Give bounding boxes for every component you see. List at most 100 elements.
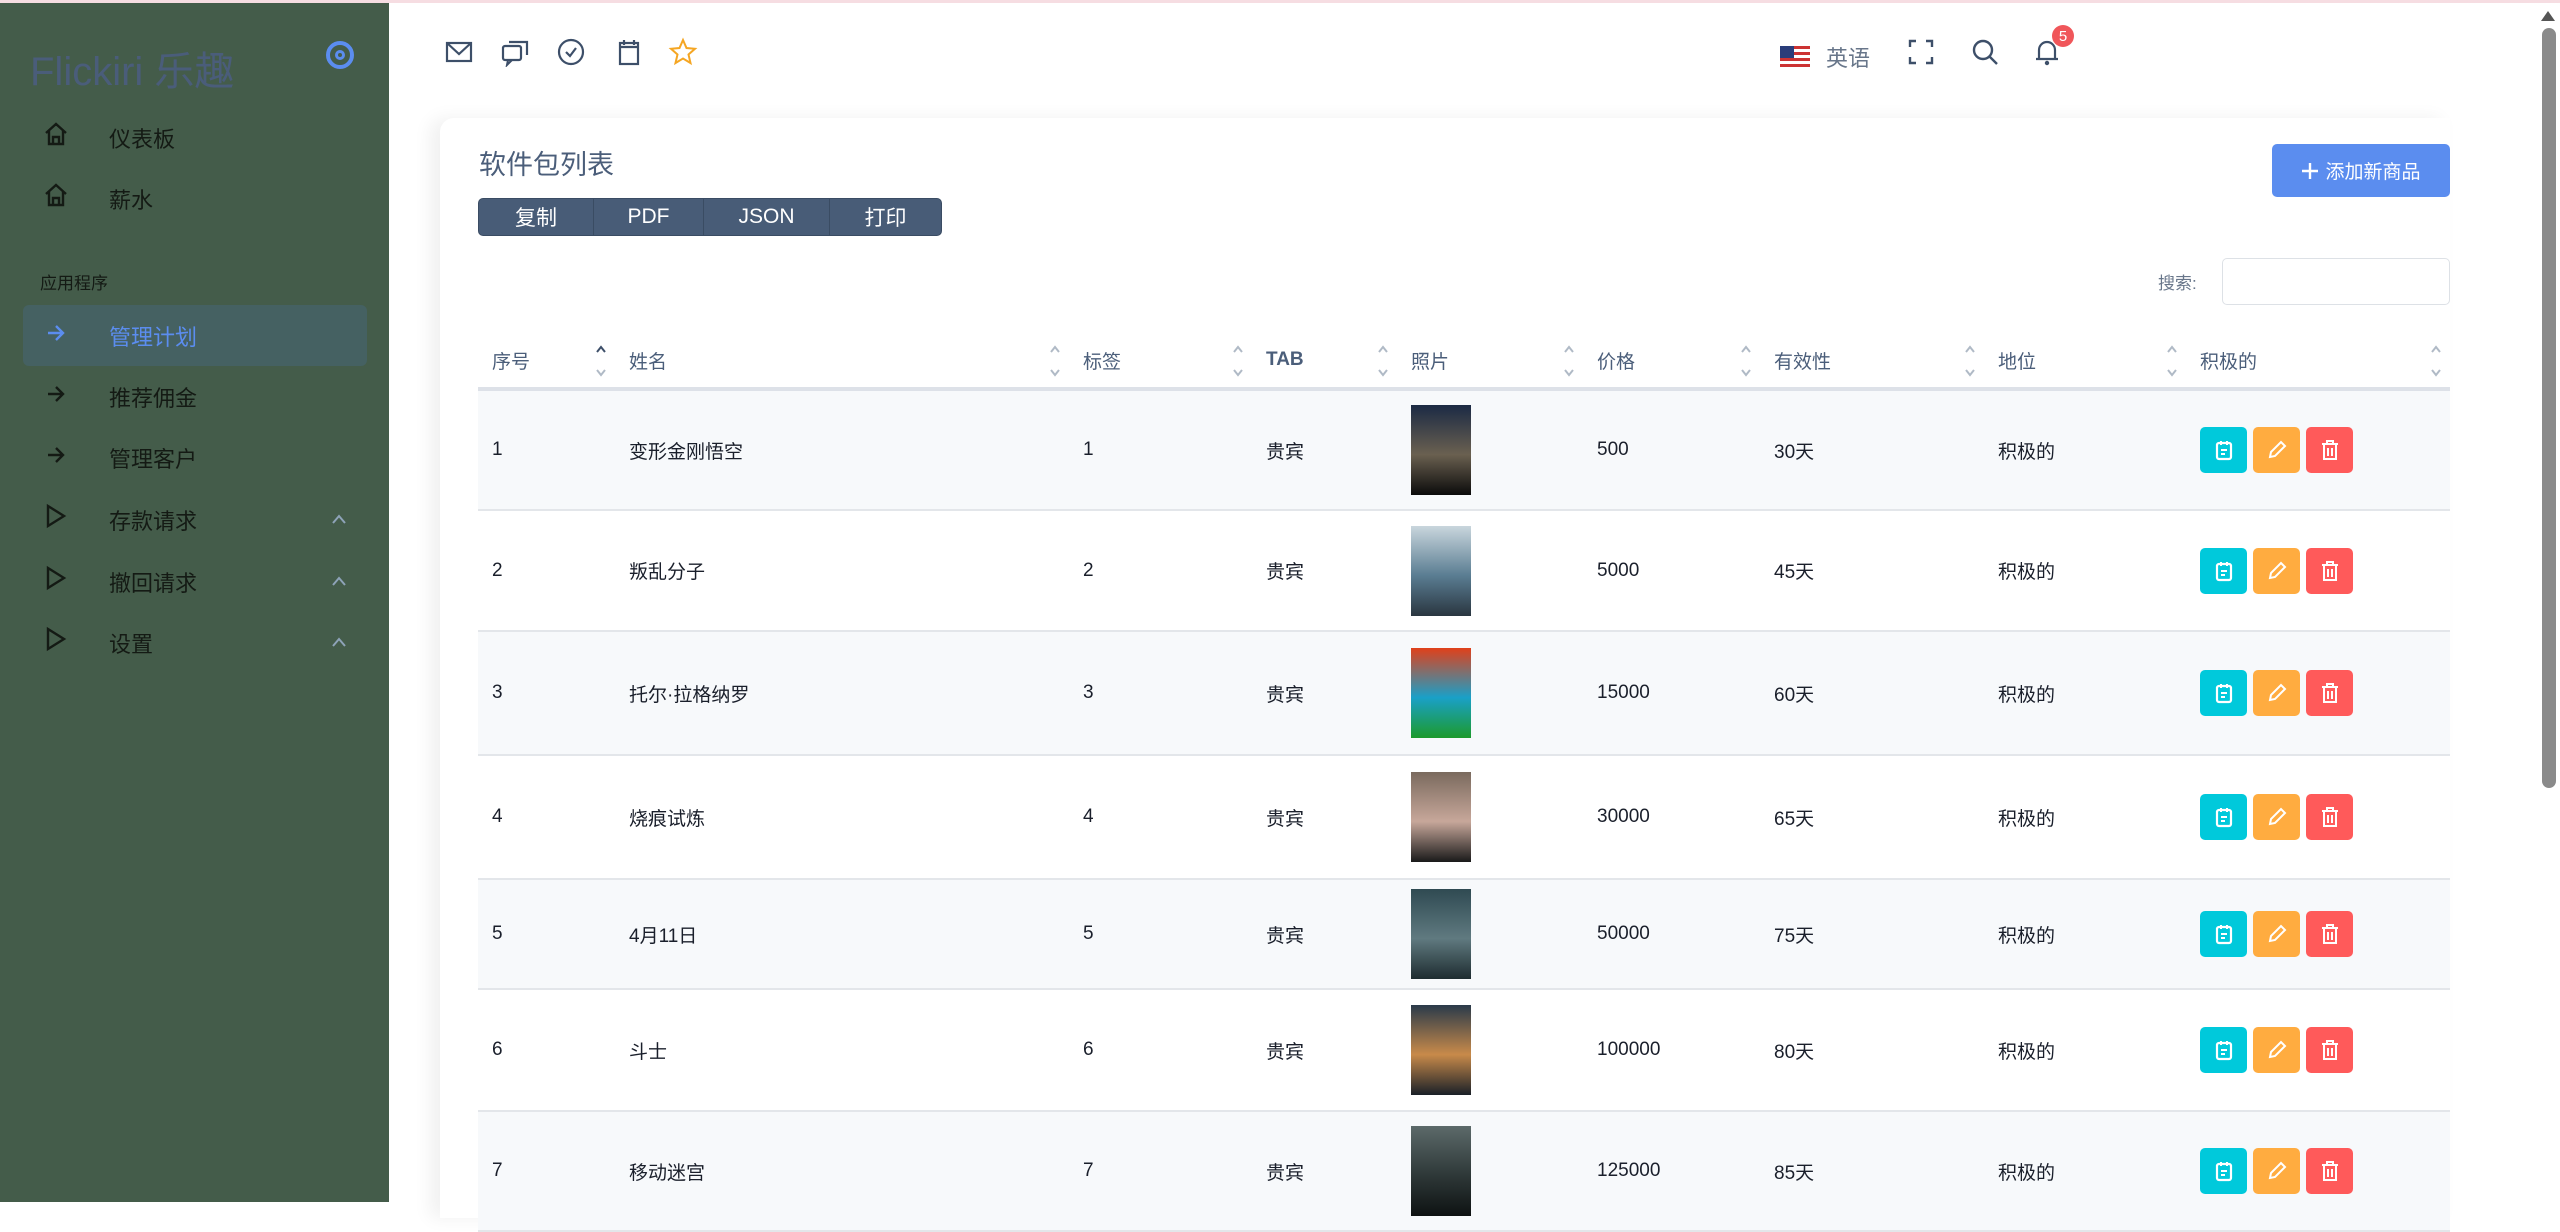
cell-actions bbox=[2186, 631, 2450, 756]
delete-button[interactable] bbox=[2306, 427, 2353, 473]
logo[interactable]: Flickiri 乐趣 bbox=[30, 50, 235, 94]
add-new-product-button[interactable]: 添加新商品 bbox=[2272, 144, 2450, 197]
mail-icon[interactable] bbox=[444, 37, 474, 67]
sidebar-item-label: 设置 bbox=[109, 631, 154, 657]
cell-tab: 贵宾 bbox=[1252, 989, 1397, 1112]
delete-button[interactable] bbox=[2306, 1148, 2353, 1194]
cell-tab: 贵宾 bbox=[1252, 755, 1397, 880]
column-header[interactable]: 标签 bbox=[1069, 333, 1252, 391]
sidebar-item[interactable]: 存款请求 bbox=[23, 489, 367, 550]
view-button[interactable] bbox=[2200, 911, 2247, 957]
cell-photo bbox=[1397, 631, 1583, 756]
sort-icon[interactable] bbox=[595, 343, 607, 379]
check-circle-icon[interactable] bbox=[556, 37, 586, 67]
scrollbar[interactable] bbox=[2542, 28, 2556, 788]
sort-icon[interactable] bbox=[2166, 343, 2178, 379]
cell-name: 烧痕试炼 bbox=[615, 755, 1069, 880]
chat-icon[interactable] bbox=[500, 37, 530, 67]
column-header-label: 序号 bbox=[492, 351, 531, 373]
plus-icon bbox=[2302, 162, 2319, 179]
trash-icon bbox=[2321, 924, 2338, 944]
scroll-up-arrow[interactable] bbox=[2541, 11, 2555, 21]
cell-name: 托尔·拉格纳罗 bbox=[615, 631, 1069, 756]
fullscreen-icon[interactable] bbox=[1906, 37, 1936, 67]
cell-validity: 80天 bbox=[1760, 989, 1984, 1112]
edit-button[interactable] bbox=[2253, 1027, 2300, 1073]
delete-button[interactable] bbox=[2306, 547, 2353, 594]
column-header[interactable]: TAB bbox=[1252, 333, 1397, 391]
print-button[interactable]: 打印 bbox=[864, 207, 907, 230]
chevron-up-icon[interactable] bbox=[331, 575, 347, 587]
delete-button[interactable] bbox=[2306, 794, 2353, 840]
column-header[interactable]: 序号 bbox=[478, 333, 615, 391]
edit-button[interactable] bbox=[2253, 670, 2300, 716]
sort-icon[interactable] bbox=[2430, 343, 2442, 379]
edit-button[interactable] bbox=[2253, 427, 2300, 473]
sidebar-item[interactable]: 管理计划 bbox=[23, 305, 367, 366]
search-input[interactable] bbox=[2222, 258, 2450, 305]
view-button[interactable] bbox=[2200, 547, 2247, 594]
column-header-label: 标签 bbox=[1083, 351, 1122, 373]
column-header[interactable]: 价格 bbox=[1583, 333, 1760, 391]
copy-button[interactable]: 复制 bbox=[479, 199, 594, 235]
clipboard-icon bbox=[2215, 925, 2232, 945]
sidebar-item[interactable]: 仪表板 bbox=[23, 107, 367, 168]
view-button[interactable] bbox=[2200, 794, 2247, 840]
chevron-up-icon[interactable] bbox=[331, 513, 347, 525]
clipboard-icon bbox=[2215, 441, 2232, 461]
sort-icon[interactable] bbox=[1964, 343, 1976, 379]
sidebar-item[interactable]: 薪水 bbox=[23, 168, 367, 229]
column-header[interactable]: 有效性 bbox=[1760, 333, 1984, 391]
edit-button[interactable] bbox=[2253, 911, 2300, 957]
pdf-button[interactable]: PDF bbox=[594, 199, 704, 235]
cell-tab: 贵宾 bbox=[1252, 389, 1397, 511]
cell-actions bbox=[2186, 879, 2450, 990]
json-button[interactable]: JSON bbox=[704, 199, 830, 235]
sort-icon[interactable] bbox=[1740, 343, 1752, 379]
sidebar-item-label: 管理计划 bbox=[109, 324, 198, 350]
cell-actions bbox=[2186, 755, 2450, 880]
sidebar-item[interactable]: 撤回请求 bbox=[23, 551, 367, 612]
delete-button[interactable] bbox=[2306, 1027, 2353, 1073]
column-header-label: 姓名 bbox=[629, 351, 668, 373]
sort-icon[interactable] bbox=[1377, 343, 1389, 379]
sidebar-item[interactable]: 推荐佣金 bbox=[23, 366, 367, 427]
view-button[interactable] bbox=[2200, 670, 2247, 716]
bell-icon[interactable] bbox=[2032, 37, 2062, 67]
column-header[interactable]: 姓名 bbox=[615, 333, 1069, 391]
column-header[interactable]: 地位 bbox=[1984, 333, 2186, 391]
search-icon[interactable] bbox=[1970, 37, 2000, 67]
sidebar-item[interactable]: 管理客户 bbox=[23, 427, 367, 488]
edit-button[interactable] bbox=[2253, 547, 2300, 594]
edit-button[interactable] bbox=[2253, 794, 2300, 840]
star-icon[interactable] bbox=[668, 37, 698, 67]
cell-photo bbox=[1397, 1111, 1583, 1232]
delete-button[interactable] bbox=[2306, 670, 2353, 716]
cell-tag: 2 bbox=[1069, 510, 1252, 632]
cell-actions bbox=[2186, 389, 2450, 511]
cell-photo bbox=[1397, 389, 1583, 511]
pencil-icon bbox=[2268, 561, 2286, 579]
sort-icon[interactable] bbox=[1049, 343, 1061, 379]
column-header-label: 有效性 bbox=[1774, 351, 1832, 373]
sidebar-toggle-icon[interactable] bbox=[326, 41, 354, 69]
poster-image bbox=[1411, 889, 1471, 979]
language-selector[interactable]: 英语 bbox=[1780, 41, 1870, 73]
clipboard-icon bbox=[2215, 684, 2232, 704]
view-button[interactable] bbox=[2200, 1148, 2247, 1194]
table-row: 3 托尔·拉格纳罗 3 贵宾 15000 60天 积极的 bbox=[478, 631, 2450, 756]
delete-button[interactable] bbox=[2306, 911, 2353, 957]
clipboard-icon bbox=[2215, 561, 2232, 581]
chevron-up-icon[interactable] bbox=[331, 636, 347, 648]
edit-button[interactable] bbox=[2253, 1148, 2300, 1194]
view-button[interactable] bbox=[2200, 1027, 2247, 1073]
sort-icon[interactable] bbox=[1232, 343, 1244, 379]
view-button[interactable] bbox=[2200, 427, 2247, 473]
calendar-icon[interactable] bbox=[614, 37, 644, 67]
sort-icon[interactable] bbox=[1563, 343, 1575, 379]
sidebar-item[interactable]: 设置 bbox=[23, 612, 367, 673]
cell-status: 积极的 bbox=[1984, 879, 2186, 990]
home-icon bbox=[41, 121, 71, 154]
column-header[interactable]: 积极的 bbox=[2186, 333, 2450, 391]
column-header[interactable]: 照片 bbox=[1397, 333, 1583, 391]
